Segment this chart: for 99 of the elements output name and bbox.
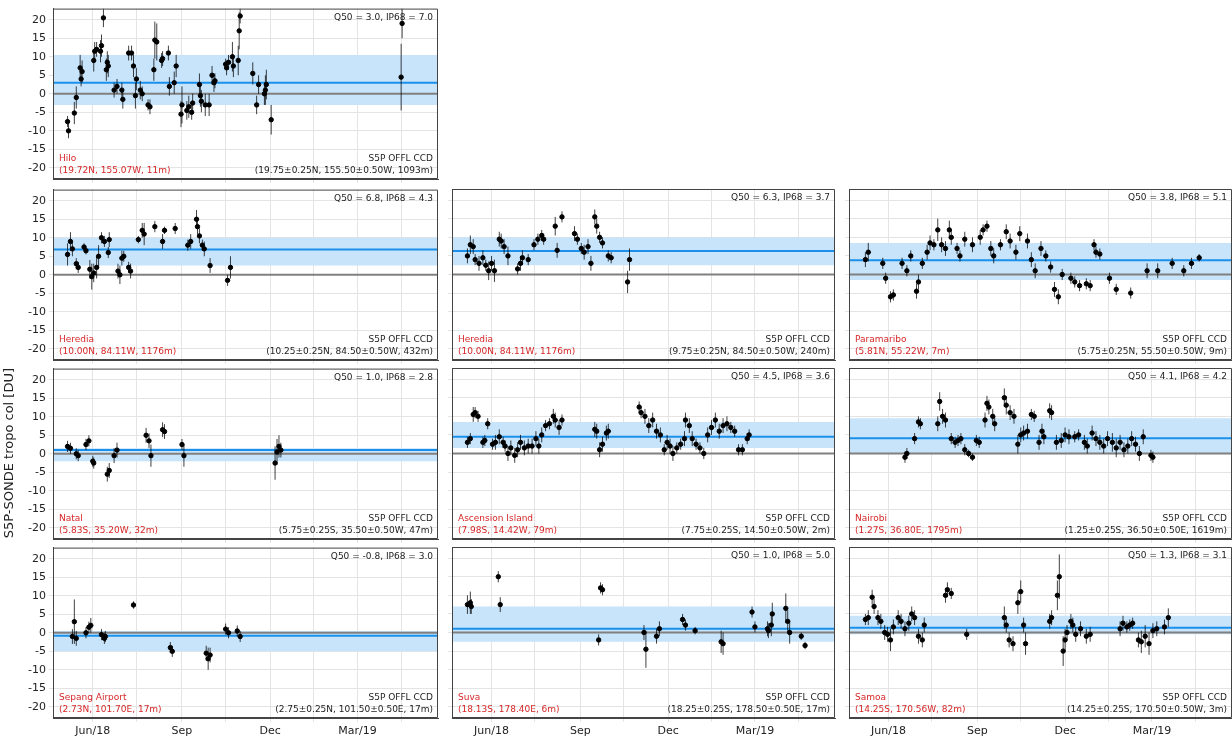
annotation: Q50 = 6.8, IP68 = 4.3 (334, 192, 433, 203)
annotation: (5.75±0.25S, 35.50±0.50W, 47m) (278, 525, 433, 536)
annotation: (14.25±0.25S, 170.50±0.50W, 3m) (1067, 704, 1227, 715)
y-tick-label: -5 (35, 644, 46, 658)
y-tick-label: 5 (39, 68, 46, 82)
x-tick-label: Jun/18 (74, 724, 111, 736)
annotation: Paramaribo (855, 334, 907, 345)
annotation: (5.81N, 55.22W, 7m) (855, 346, 950, 357)
annotation: (9.75±0.25N, 84.50±0.50W, 240m) (668, 346, 830, 357)
y-tick-label: -5 (35, 286, 46, 300)
x-tick-label: Sep (171, 724, 193, 736)
annotation: S5P OFFL CCD (1162, 692, 1228, 703)
y-tick-label: 0 (39, 86, 46, 100)
y-tick-label: 10 (32, 230, 46, 244)
y-tick-label: -5 (35, 105, 46, 119)
y-tick-label: 15 (32, 31, 46, 45)
annotation: Q50 = 1.0, IP68 = 2.8 (334, 371, 434, 382)
annotation: S5P OFFL CCD (1162, 513, 1228, 524)
annotation: Ascension Island (458, 513, 534, 524)
annotation: Q50 = 1.3, IP68 = 3.1 (1128, 550, 1227, 561)
y-tick-label: -20 (28, 520, 46, 534)
annotation: Q50 = -0.8, IP68 = 3.0 (330, 550, 434, 561)
y-tick-label: 15 (32, 391, 46, 405)
y-tick-label: 10 (32, 409, 46, 423)
annotation: (5.75±0.25N, 55.50±0.50W, 9m) (1077, 346, 1227, 357)
annotation: (7.98S, 14.42W, 79m) (458, 525, 558, 536)
y-tick-label: -20 (28, 699, 46, 713)
annotation: (18.13S, 178.40E, 6m) (458, 704, 560, 715)
annotation: (18.25±0.25S, 178.50±0.50E, 17m) (667, 704, 830, 715)
x-tick-label: Jun/18 (870, 724, 906, 736)
y-axis-title: S5P-SONDE tropo col [DU] (1, 368, 16, 539)
y-tick-label: 10 (32, 49, 46, 63)
annotation: Nairobi (855, 513, 887, 524)
annotation: S5P OFFL CCD (765, 692, 831, 703)
x-tick-label: Dec (259, 724, 281, 736)
x-tick-label: Dec (1054, 724, 1076, 736)
annotation: S5P OFFL CCD (1162, 334, 1228, 345)
annotation: Samoa (855, 692, 887, 703)
annotation: Heredia (458, 334, 494, 345)
annotation: (1.27S, 36.80E, 1795m) (855, 525, 963, 536)
y-tick-label: 5 (39, 249, 46, 263)
y-tick-label: -10 (28, 304, 46, 318)
x-tick-label: Mar/19 (1132, 724, 1172, 736)
annotation: S5P OFFL CCD (765, 513, 831, 524)
y-tick-label: -15 (28, 323, 46, 337)
annotation: Natal (59, 513, 83, 524)
x-tick-label: Mar/19 (735, 724, 775, 736)
y-tick-label: 20 (32, 12, 46, 26)
y-tick-label: -10 (28, 123, 46, 137)
y-tick-label: 0 (39, 267, 46, 281)
x-tick-label: Sep (966, 724, 988, 736)
y-tick-label: 20 (32, 193, 46, 207)
annotation: (2.75±0.25N, 101.50±0.50E, 17m) (275, 704, 433, 715)
y-tick-label: 15 (32, 212, 46, 226)
annotation: S5P OFFL CCD (368, 513, 434, 524)
annotation: S5P OFFL CCD (368, 153, 434, 164)
annotation: Q50 = 3.0, IP68 = 7.0 (334, 11, 434, 22)
annotation: Hilo (59, 153, 77, 164)
annotation: S5P OFFL CCD (765, 334, 831, 345)
y-tick-label: -10 (28, 662, 46, 676)
annotation: (2.73N, 101.70E, 17m) (59, 704, 162, 715)
annotation: Sepang Airport (59, 692, 128, 703)
y-tick-label: 5 (39, 607, 46, 621)
annotation: S5P OFFL CCD (368, 334, 434, 345)
y-tick-label: -15 (28, 142, 46, 156)
y-tick-label: -15 (28, 681, 46, 695)
y-tick-label: 20 (32, 551, 46, 565)
annotation: Heredia (59, 334, 95, 345)
annotation: Q50 = 6.3, IP68 = 3.7 (731, 192, 830, 203)
annotation: (19.75±0.25N, 155.50±0.50W, 1093m) (254, 165, 433, 176)
x-tick-label: Dec (657, 724, 679, 736)
y-tick-label: 15 (32, 570, 46, 584)
annotation: (10.00N, 84.11W, 1176m) (458, 346, 576, 357)
y-tick-label: 0 (39, 625, 46, 639)
y-tick-label: 20 (32, 372, 46, 386)
y-tick-label: -20 (28, 160, 46, 174)
annotation: Q50 = 4.5, IP68 = 3.6 (731, 371, 831, 382)
annotation: S5P OFFL CCD (368, 692, 434, 703)
y-tick-label: 10 (32, 588, 46, 602)
x-tick-label: Sep (569, 724, 591, 736)
annotation: Q50 = 4.1, IP68 = 4.2 (1128, 371, 1227, 382)
annotation: Q50 = 3.8, IP68 = 5.1 (1128, 192, 1227, 203)
x-tick-label: Jun/18 (473, 724, 509, 736)
y-tick-label: 5 (39, 428, 46, 442)
annotation: (10.25±0.25N, 84.50±0.50W, 432m) (266, 346, 433, 357)
y-tick-label: -15 (28, 502, 46, 516)
annotation: (19.72N, 155.07W, 11m) (59, 165, 171, 176)
y-tick-label: -5 (35, 465, 46, 479)
x-tick-label: Mar/19 (338, 724, 377, 736)
annotation: Q50 = 1.0, IP68 = 5.0 (731, 550, 831, 561)
annotation: (7.75±0.25S, 14.50±0.50W, 2m) (681, 525, 830, 536)
y-tick-label: -20 (28, 341, 46, 355)
annotation: (10.00N, 84.11W, 1176m) (59, 346, 177, 357)
annotation: Suva (458, 692, 481, 703)
y-tick-label: -10 (28, 483, 46, 497)
annotation: (5.83S, 35.20W, 32m) (59, 525, 159, 536)
annotation: (14.25S, 170.56W, 82m) (855, 704, 966, 715)
annotation: (1.25±0.25S, 36.50±0.50E, 1619m) (1064, 525, 1227, 536)
y-tick-label: 0 (39, 446, 46, 460)
